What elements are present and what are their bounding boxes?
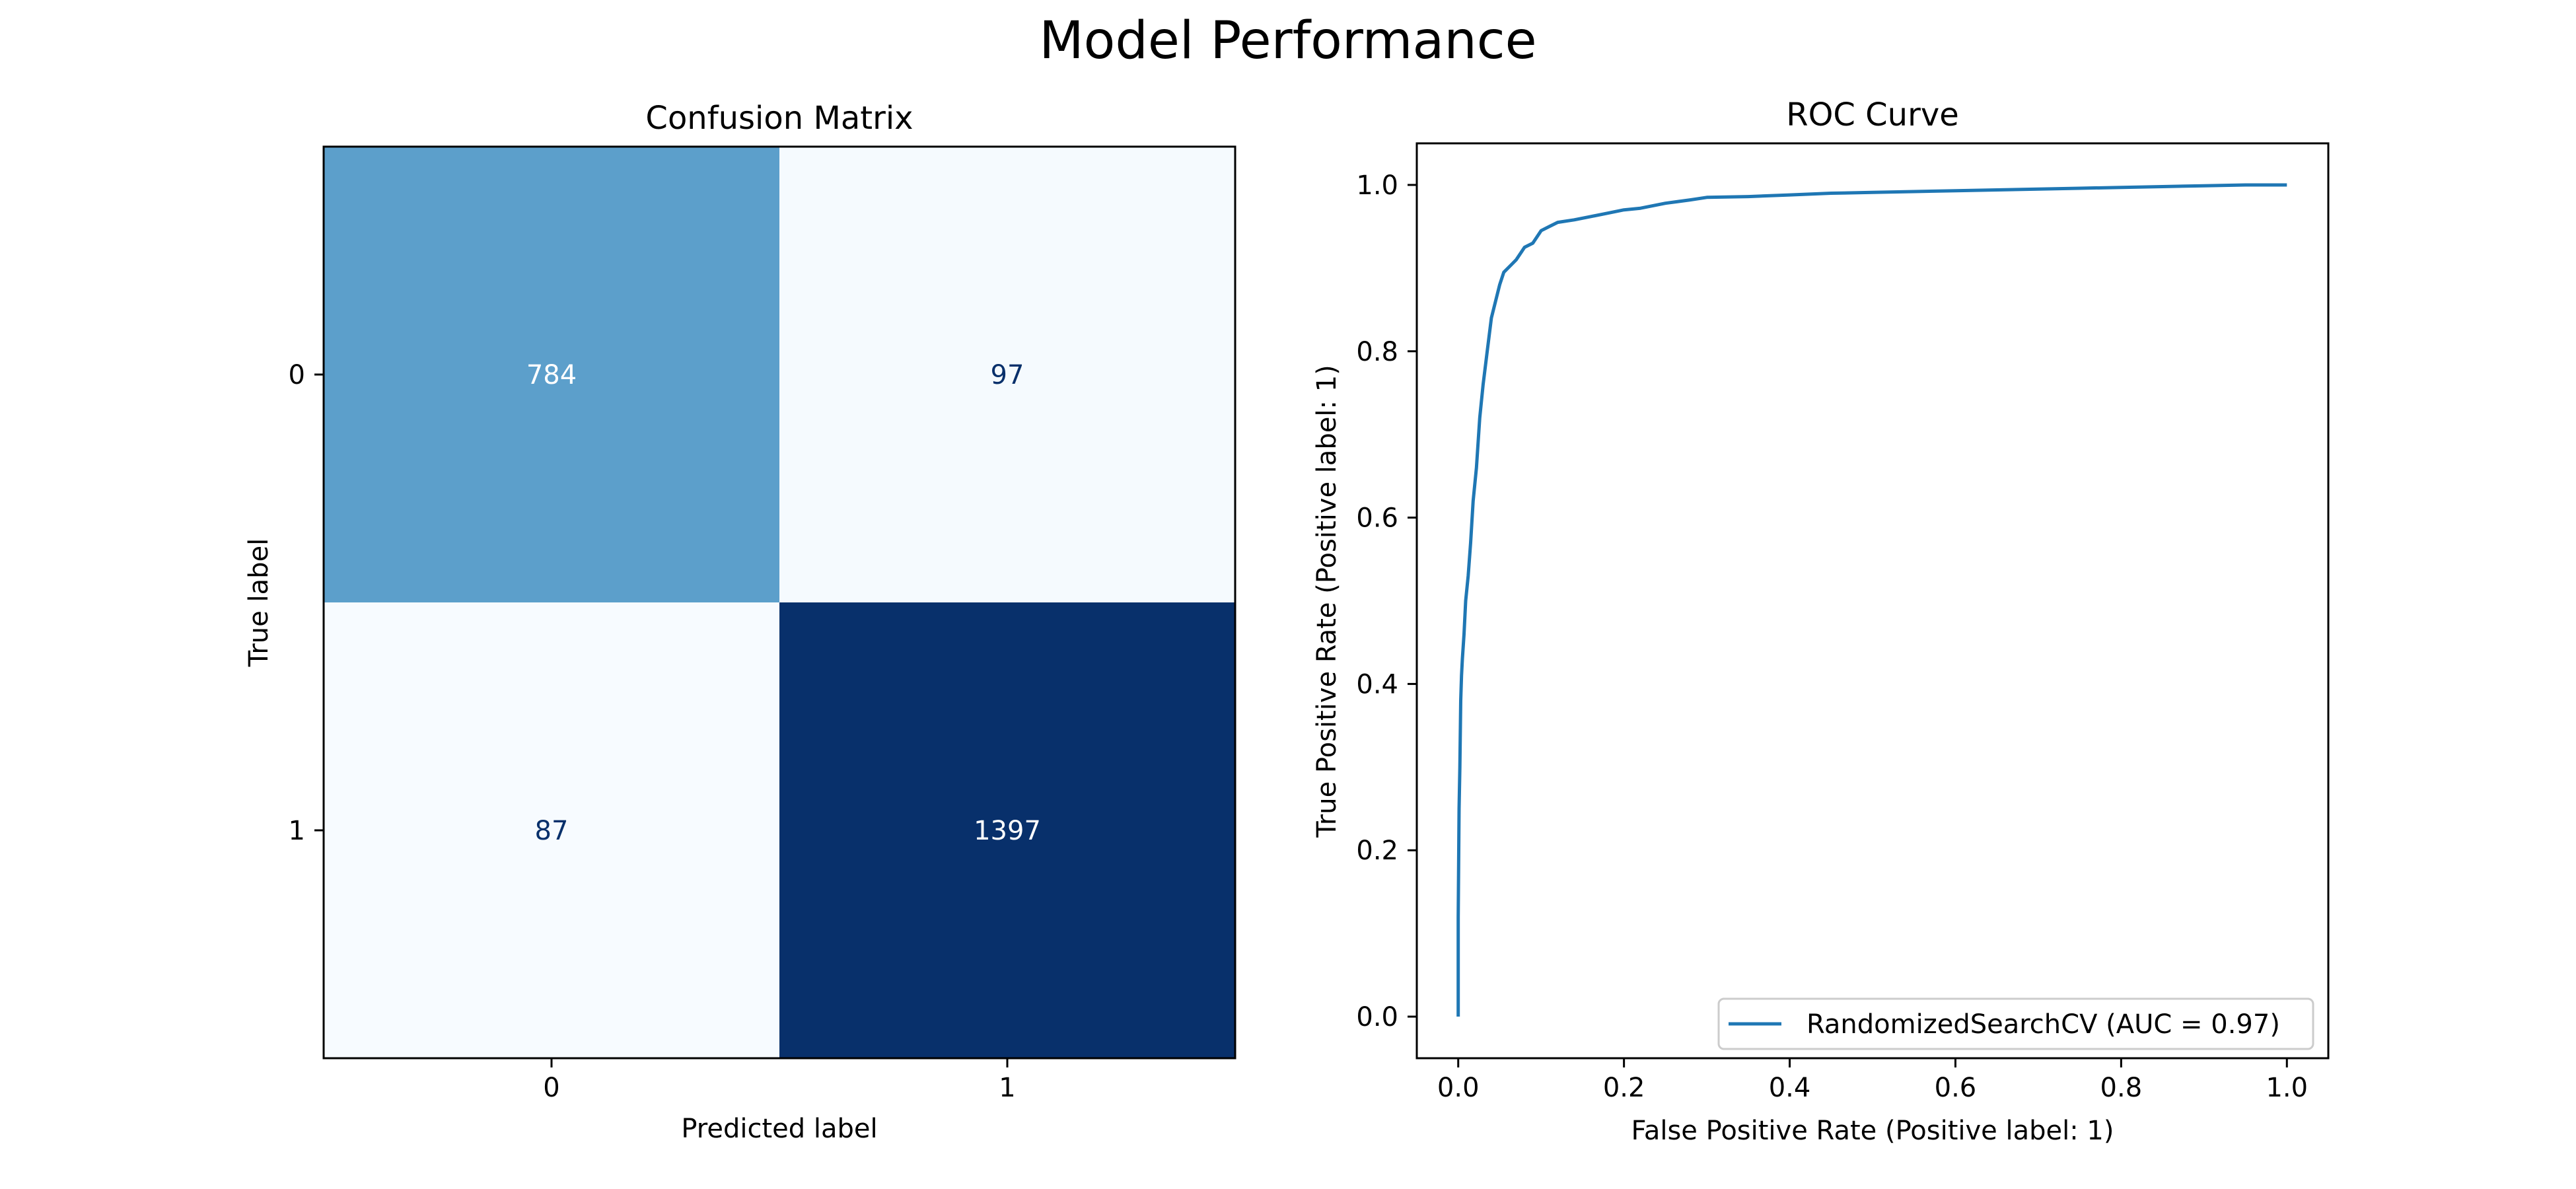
roc-plot-frame [1415, 142, 2330, 1060]
roc-y-tick-label: 0.8 [1356, 337, 1398, 367]
confusion-matrix-title: Confusion Matrix [645, 100, 913, 137]
roc-legend-label: RandomizedSearchCV (AUC = 0.97) [1807, 1009, 2280, 1040]
confusion-y-tick-label: 0 [289, 360, 305, 390]
roc-y-tick-label: 0.4 [1356, 669, 1398, 700]
figure-title: Model Performance [1039, 11, 1536, 71]
roc-y-tick-label: 0.0 [1356, 1002, 1398, 1032]
confusion-matrix-cells: 784 97 87 1397 [324, 147, 1235, 1058]
confusion-y-tick-label: 1 [289, 816, 305, 846]
roc-y-tick-label: 1.0 [1356, 170, 1398, 201]
roc-x-tick-label: 0.8 [2100, 1073, 2143, 1103]
confusion-cell-value: 1397 [974, 816, 1041, 846]
confusion-cell-value: 784 [526, 360, 577, 390]
confusion-matrix-frame [322, 145, 1236, 1060]
confusion-x-tick-label: 1 [999, 1073, 1015, 1103]
roc-x-tick-label: 0.4 [1769, 1073, 1811, 1103]
roc-series-line [1456, 183, 2287, 1017]
confusion-matrix-ticks: 0 1 0 1 [289, 360, 1016, 1103]
confusion-cell [324, 147, 779, 602]
confusion-matrix-xlabel: Predicted label [681, 1114, 877, 1144]
roc-legend-box [1717, 997, 2314, 1050]
roc-x-tick-label: 1.0 [2266, 1073, 2308, 1103]
confusion-matrix-ylabel: True label [244, 538, 274, 667]
roc-ylabel: True Positive Rate (Positive label: 1) [1312, 365, 1342, 838]
roc-y-tick-label: 0.2 [1356, 836, 1398, 866]
roc-legend: RandomizedSearchCV (AUC = 0.97) [1717, 997, 2314, 1050]
roc-xlabel: False Positive Rate (Positive label: 1) [1631, 1116, 2114, 1146]
roc-curve-chart: ROC Curve 0.0 0.2 0.4 0.6 0.8 1.0 0.0 0.2 0.4 0.6… [1312, 96, 2330, 1146]
confusion-x-tick-label: 0 [543, 1073, 559, 1103]
roc-title: ROC Curve [1786, 96, 1959, 133]
confusion-cell [779, 147, 1235, 602]
roc-ticks: 0.0 0.2 0.4 0.6 0.8 1.0 0.0 0.2 0.4 0.6 0.8 1.0 [1356, 170, 2308, 1103]
confusion-cell [779, 602, 1235, 1058]
roc-x-tick-label: 0.0 [1437, 1073, 1480, 1103]
confusion-cell-value: 97 [991, 360, 1024, 390]
confusion-matrix-chart: Confusion Matrix 784 97 87 1397 0 1 0 1 Predic… [244, 100, 1236, 1144]
roc-y-tick-label: 0.6 [1356, 503, 1398, 534]
roc-x-tick-label: 0.2 [1603, 1073, 1645, 1103]
confusion-cell-value: 87 [535, 816, 569, 846]
roc-x-tick-label: 0.6 [1935, 1073, 1977, 1103]
confusion-cell [324, 602, 779, 1058]
